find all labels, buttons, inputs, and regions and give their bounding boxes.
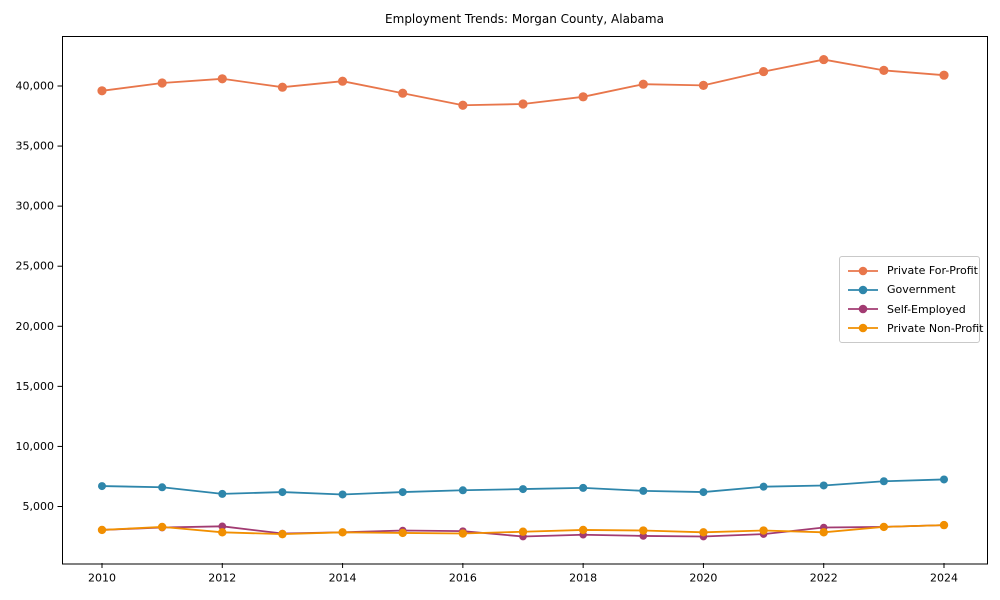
series-marker-private-non-profit — [338, 528, 347, 537]
x-tick-label: 2022 — [810, 572, 838, 585]
x-tick-label: 2010 — [88, 572, 116, 585]
legend-line-marker-icon — [848, 266, 878, 275]
legend-line-marker-icon — [848, 285, 878, 295]
legend-line-marker-icon — [848, 304, 878, 314]
legend-item-private-for-profit: Private For-Profit — [847, 261, 978, 280]
series-marker-private-for-profit — [458, 100, 468, 110]
legend-label: Private For-Profit — [887, 264, 978, 278]
series-marker-government — [819, 481, 828, 490]
series-marker-private-for-profit — [157, 78, 167, 88]
series-marker-private-for-profit — [217, 74, 227, 84]
series-marker-private-for-profit — [939, 70, 949, 80]
series-marker-private-for-profit — [97, 86, 107, 96]
legend-line-marker-icon — [848, 324, 878, 333]
series-marker-private-non-profit — [759, 526, 768, 535]
series-marker-private-non-profit — [157, 522, 167, 532]
plot-frame — [62, 36, 988, 565]
series-marker-private-for-profit — [698, 80, 709, 90]
series-marker-private-non-profit — [278, 529, 287, 539]
series-marker-private-non-profit — [939, 520, 949, 530]
series-marker-private-non-profit — [218, 528, 227, 537]
series-marker-government — [458, 486, 467, 495]
series-marker-private-non-profit — [879, 522, 889, 532]
series-marker-government — [338, 490, 347, 499]
x-tick-label: 2020 — [689, 572, 717, 585]
series-marker-government — [218, 489, 227, 498]
series-marker-private-for-profit — [398, 88, 408, 98]
series-marker-government — [519, 485, 528, 494]
series-marker-government — [639, 486, 648, 495]
series-line-private-for-profit — [101, 58, 945, 107]
series-marker-private-non-profit — [518, 527, 528, 536]
series-marker-government — [699, 488, 708, 497]
legend-item-private-non-profit: Private Non-Profit — [847, 319, 983, 338]
series-marker-government — [579, 483, 588, 492]
y-tick-label: 30,000 — [16, 200, 55, 213]
series-marker-private-non-profit — [699, 528, 708, 537]
x-tick-label: 2016 — [449, 572, 477, 585]
y-tick-label: 10,000 — [16, 440, 55, 453]
series-marker-government — [278, 488, 287, 497]
series-marker-private-for-profit — [819, 54, 829, 65]
series-marker-private-for-profit — [879, 65, 889, 75]
legend-label: Government — [887, 283, 956, 297]
y-tick-label: 5,000 — [23, 500, 55, 513]
x-tick-label: 2018 — [569, 572, 597, 585]
series-marker-government — [879, 477, 888, 486]
series-marker-private-for-profit — [758, 66, 769, 77]
y-tick-label: 20,000 — [16, 320, 55, 333]
series-marker-private-non-profit — [458, 529, 468, 538]
x-tick-label: 2024 — [930, 572, 958, 585]
series-marker-government — [940, 475, 949, 484]
series-marker-private-non-profit — [639, 526, 648, 535]
series-marker-private-non-profit — [97, 525, 107, 535]
y-tick-label: 15,000 — [16, 380, 55, 393]
chart-title: Employment Trends: Morgan County, Alabam… — [385, 12, 664, 26]
legend-item-government: Government — [847, 280, 972, 299]
y-tick-label: 25,000 — [16, 260, 55, 273]
series-marker-government — [98, 482, 106, 491]
x-tick-label: 2012 — [208, 572, 236, 585]
series-marker-private-for-profit — [277, 82, 288, 92]
series-marker-government — [158, 483, 167, 492]
legend: Private For-Profit Government Self-Employe… — [839, 256, 983, 343]
series-marker-self-employed — [218, 522, 227, 531]
y-tick-label: 40,000 — [16, 80, 55, 93]
y-tick-label: 35,000 — [16, 140, 55, 153]
legend-label: Private Non-Profit — [887, 321, 984, 335]
legend-label: Self-Employed — [887, 302, 966, 316]
series-marker-private-for-profit — [578, 92, 588, 102]
x-tick-label: 2014 — [329, 572, 357, 585]
series-marker-government — [398, 488, 407, 497]
series-marker-government — [759, 482, 768, 491]
series-marker-private-non-profit — [819, 528, 828, 537]
series-marker-private-non-profit — [398, 528, 407, 538]
series-marker-private-for-profit — [638, 79, 648, 89]
series-marker-private-non-profit — [578, 525, 588, 535]
legend-item-self-employed: Self-Employed — [847, 300, 972, 319]
series-marker-private-for-profit — [518, 99, 528, 109]
series-marker-private-for-profit — [337, 76, 348, 86]
